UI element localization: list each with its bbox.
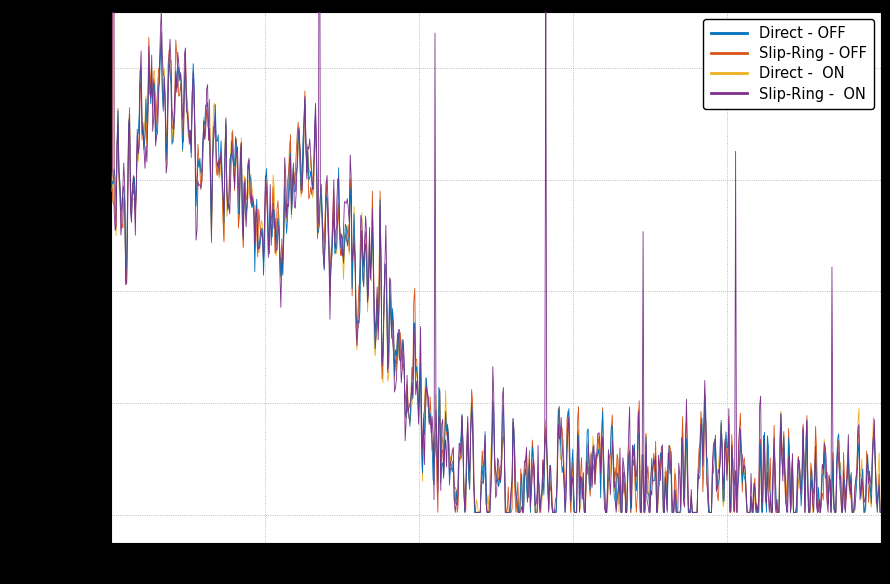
Direct -  ON bbox=[598, 473, 609, 480]
Line: Direct - OFF: Direct - OFF bbox=[111, 32, 881, 512]
Direct - OFF bbox=[771, 493, 781, 500]
Direct -  ON bbox=[692, 509, 702, 516]
Direct - OFF bbox=[554, 433, 565, 440]
Direct -  ON bbox=[771, 502, 781, 509]
Slip-Ring - OFF bbox=[106, 187, 117, 194]
Slip-Ring - OFF bbox=[598, 453, 609, 460]
Slip-Ring - OFF bbox=[143, 34, 154, 41]
Direct - OFF bbox=[575, 483, 586, 490]
Direct - OFF bbox=[459, 509, 470, 516]
Slip-Ring - OFF bbox=[692, 509, 702, 516]
Direct -  ON bbox=[876, 509, 886, 516]
Slip-Ring - OFF bbox=[771, 509, 781, 516]
Legend: Direct - OFF, Slip-Ring - OFF, Direct -  ON, Slip-Ring -  ON: Direct - OFF, Slip-Ring - OFF, Direct - … bbox=[703, 19, 874, 109]
Slip-Ring -  ON bbox=[692, 509, 702, 516]
Direct -  ON bbox=[575, 506, 586, 513]
Slip-Ring -  ON bbox=[876, 509, 886, 516]
Slip-Ring -  ON bbox=[554, 433, 565, 440]
Direct - OFF bbox=[876, 509, 886, 516]
Slip-Ring - OFF bbox=[554, 440, 565, 447]
Slip-Ring -  ON bbox=[575, 473, 586, 480]
Slip-Ring -  ON bbox=[106, 180, 117, 187]
Slip-Ring -  ON bbox=[771, 509, 781, 516]
Slip-Ring -  ON bbox=[154, 62, 165, 69]
Direct - OFF bbox=[692, 509, 702, 516]
Line: Slip-Ring - OFF: Slip-Ring - OFF bbox=[111, 37, 881, 512]
Direct - OFF bbox=[153, 85, 164, 92]
Direct - OFF bbox=[598, 453, 609, 460]
Slip-Ring -  ON bbox=[449, 509, 460, 516]
Line: Direct -  ON: Direct - ON bbox=[111, 0, 881, 512]
Slip-Ring - OFF bbox=[433, 509, 443, 516]
Slip-Ring - OFF bbox=[575, 473, 586, 480]
Slip-Ring - OFF bbox=[154, 63, 165, 70]
Slip-Ring -  ON bbox=[598, 483, 609, 490]
Direct - OFF bbox=[156, 28, 166, 35]
Direct - OFF bbox=[106, 189, 117, 196]
Direct -  ON bbox=[554, 454, 565, 461]
Slip-Ring - OFF bbox=[876, 509, 886, 516]
Direct -  ON bbox=[154, 64, 165, 71]
Direct -  ON bbox=[106, 204, 117, 211]
Direct -  ON bbox=[469, 509, 480, 516]
Line: Slip-Ring -  ON: Slip-Ring - ON bbox=[111, 0, 881, 512]
